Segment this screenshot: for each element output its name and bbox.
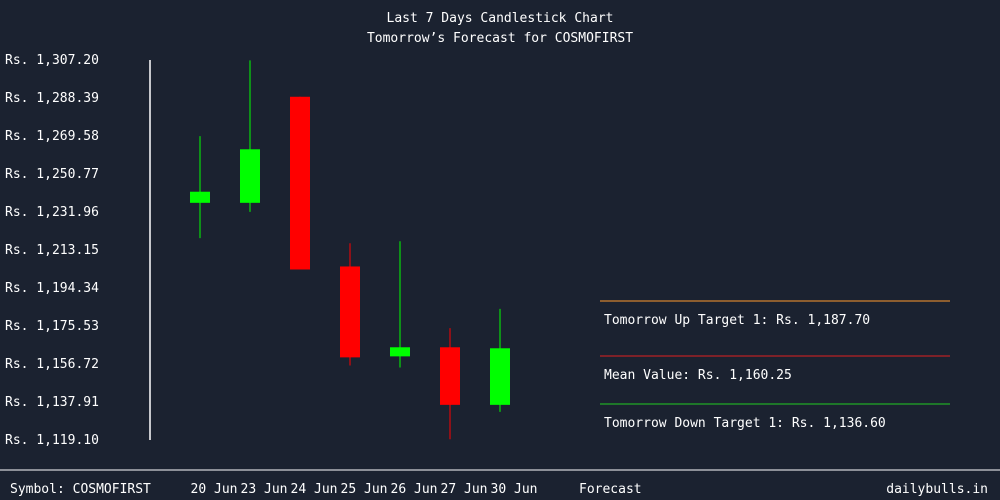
y-tick-label: Rs. 1,231.96 [5,205,99,220]
candle-body [390,347,410,357]
y-axis-ticks: Rs. 1,307.20 Rs. 1,288.39 Rs. 1,269.58 Rs. … [5,53,99,448]
candles [190,60,510,440]
y-tick-label: Rs. 1,250.77 [5,167,99,182]
forecast-text: Tomorrow Down Target 1: Rs. 1,136.60 [604,416,886,431]
candle-body [240,149,260,203]
y-tick-label: Rs. 1,119.10 [5,433,99,448]
candle-body [290,96,310,270]
x-tick-label: 26 Jun [391,482,438,497]
footer-symbol: Symbol: COSMOFIRST [10,482,151,497]
candle-body [190,191,210,203]
chart-title: Last 7 Days Candlestick Chart [387,11,614,26]
forecast-text: Tomorrow Up Target 1: Rs. 1,187.70 [604,313,870,328]
candle-body [490,348,510,405]
y-tick-label: Rs. 1,213.15 [5,243,99,258]
y-tick-label: Rs. 1,137.91 [5,395,99,410]
candle-body [440,347,460,405]
x-tick-label: 24 Jun [291,482,338,497]
candle-body [340,266,360,358]
forecast-panel: Tomorrow Up Target 1: Rs. 1,187.70 Mean V… [600,300,950,431]
chart-subtitle: Tomorrow’s Forecast for COSMOFIRST [367,31,633,46]
y-tick-label: Rs. 1,269.58 [5,129,99,144]
x-tick-label: 27 Jun [441,482,488,497]
y-tick-label: Rs. 1,156.72 [5,357,99,372]
x-axis-labels: 20 Jun 23 Jun 24 Jun 25 Jun 26 Jun 27 Jun 30 J… [191,482,538,497]
x-tick-label: 30 Jun [491,482,538,497]
y-tick-label: Rs. 1,175.53 [5,319,99,334]
y-tick-label: Rs. 1,288.39 [5,91,99,106]
y-tick-label: Rs. 1,194.34 [5,281,99,296]
forecast-text: Mean Value: Rs. 1,160.25 [604,368,792,383]
footer-site: dailybulls.in [886,482,988,497]
x-tick-label: 20 Jun [191,482,238,497]
x-tick-label: 25 Jun [341,482,388,497]
y-tick-label: Rs. 1,307.20 [5,53,99,68]
forecast-label: Forecast [579,482,642,497]
x-tick-label: 23 Jun [241,482,288,497]
